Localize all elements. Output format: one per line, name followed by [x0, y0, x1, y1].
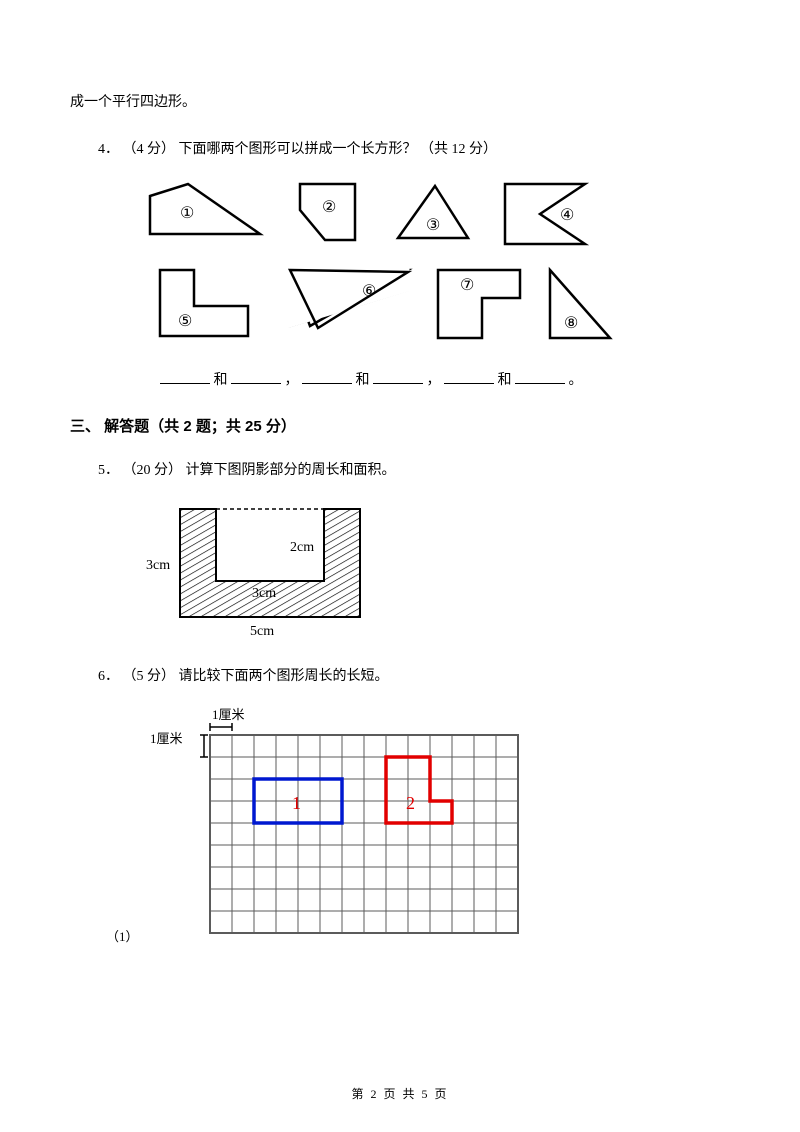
q6-unit-left: 1厘米: [150, 731, 183, 746]
q6-unit-top: 1厘米: [212, 707, 245, 722]
q4-fill-line: 和 ， 和 ， 和 。: [160, 368, 730, 393]
fill-blank[interactable]: [160, 369, 210, 384]
q4-comma2: ，: [427, 373, 441, 388]
section3-header: 三、 解答题（共 2 题；共 25 分）: [70, 413, 730, 440]
svg-text:③: ③: [426, 217, 440, 234]
q5-line: 5． （20 分） 计算下图阴影部分的周长和面积。: [98, 458, 730, 483]
q5-innerw-label: 3cm: [252, 586, 276, 601]
q4-points: （4 分）: [123, 142, 176, 157]
svg-text:1: 1: [292, 793, 301, 813]
q6-points: （5 分）: [123, 669, 176, 684]
q4-and2: 和: [356, 373, 370, 388]
svg-text:⑧: ⑧: [564, 315, 578, 332]
svg-text:⑥: ⑥: [362, 283, 376, 300]
q5-points: （20 分）: [123, 463, 183, 478]
fill-blank[interactable]: [231, 369, 281, 384]
q4-text: 下面哪两个图形可以拼成一个长方形？: [179, 142, 417, 157]
svg-text:⑦: ⑦: [460, 277, 474, 294]
q4-line: 4． （4 分） 下面哪两个图形可以拼成一个长方形？ （共 12 分）: [98, 137, 730, 162]
q5-bottom-label: 5cm: [250, 624, 274, 639]
continued-line: 成一个平行四边形。: [70, 90, 730, 115]
q4-and3: 和: [498, 373, 512, 388]
page-footer: 第 2 页 共 5 页: [0, 1085, 800, 1102]
svg-text:⑤: ⑤: [178, 313, 192, 330]
q4-period: 。: [569, 373, 583, 388]
fill-blank[interactable]: [444, 369, 494, 384]
fill-blank[interactable]: [373, 369, 423, 384]
q6-sub: （1）: [106, 925, 139, 948]
q5-number: 5．: [98, 463, 119, 478]
q5-left-label: 3cm: [146, 558, 170, 573]
q6-line: 6． （5 分） 请比较下面两个图形周长的长短。: [98, 664, 730, 689]
q5-figure: 3cm 2cm 3cm 5cm: [140, 499, 730, 648]
q4-comma1: ，: [285, 373, 299, 388]
fill-blank[interactable]: [515, 369, 565, 384]
svg-text:①: ①: [180, 205, 194, 222]
q6-text: 请比较下面两个图形周长的长短。: [179, 669, 389, 684]
q6-number: 6．: [98, 669, 119, 684]
q5-innerh-label: 2cm: [290, 540, 314, 555]
q4-number: 4．: [98, 142, 119, 157]
fill-blank[interactable]: [302, 369, 352, 384]
svg-text:2: 2: [406, 793, 415, 813]
q4-shapes: ① ② ③ ④ ⑤ ⑥ ⑥: [140, 178, 730, 357]
q4-tail: （共 12 分）: [420, 142, 497, 157]
svg-text:④: ④: [560, 207, 574, 224]
q5-text: 计算下图阴影部分的周长和面积。: [186, 463, 396, 478]
svg-text:②: ②: [322, 199, 336, 216]
q6-figure-wrap: 1厘米 1厘米: [120, 705, 730, 954]
q6-figure: 1厘米 1厘米: [120, 705, 540, 945]
page: 成一个平行四边形。 4． （4 分） 下面哪两个图形可以拼成一个长方形？ （共 …: [0, 0, 800, 995]
q4-and1: 和: [214, 373, 228, 388]
